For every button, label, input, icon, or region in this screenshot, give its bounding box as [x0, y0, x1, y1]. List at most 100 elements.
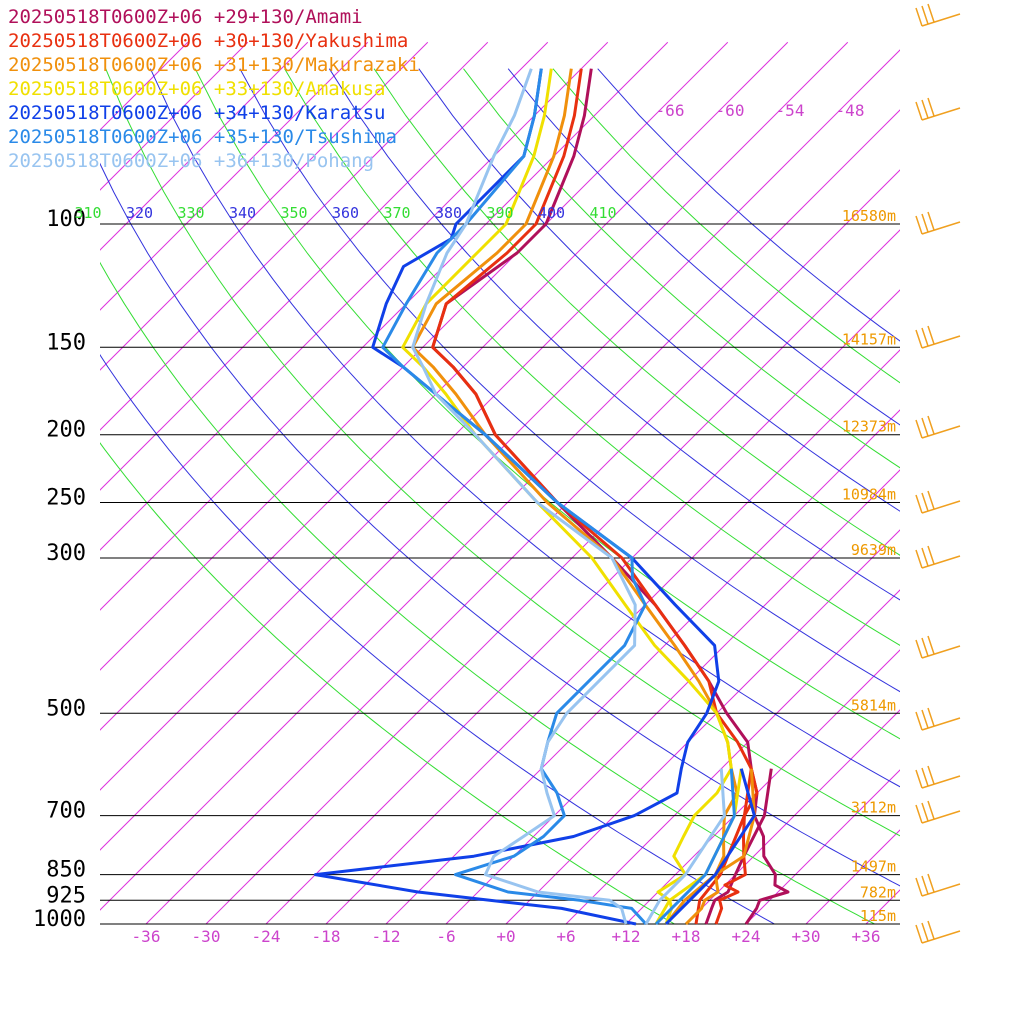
pressure-label: 300	[46, 541, 86, 566]
isotherm-line	[100, 41, 309, 251]
pressure-label: 100	[46, 207, 86, 232]
legend-entry: 20250518T0600Z+06 +29+130/Amami	[8, 6, 363, 28]
temperature-tick-label: -36	[132, 927, 161, 946]
isotherm-line	[445, 469, 900, 924]
adiabat-line	[100, 442, 675, 924]
adiabat-line	[284, 68, 900, 646]
legend-entry: 20250518T0600Z+06 +33+130/Amakusa	[8, 78, 386, 100]
series-temperature-line	[313, 68, 721, 926]
adiabat-line	[463, 68, 900, 469]
isotherm-line	[100, 41, 789, 731]
upper-temperature-label: -48	[836, 101, 865, 120]
wind-barb	[915, 920, 961, 944]
temperature-tick-label: +30	[792, 927, 821, 946]
wind-barb	[915, 211, 961, 235]
height-label: 14157m	[842, 330, 896, 348]
legend-entry: 20250518T0600Z+06 +34+130/Karatsu	[8, 102, 386, 124]
temperature-tick-label: -24	[252, 927, 281, 946]
isotherm-line	[926, 42, 1024, 924]
isotherm-line	[625, 649, 900, 924]
isotherm-line	[100, 41, 489, 431]
series-dewpoint-line	[654, 768, 736, 926]
legend-entry: 20250518T0600Z+06 +31+130/Makurazaki	[8, 54, 420, 76]
isotherm-line	[100, 41, 189, 131]
isotherm-line	[865, 889, 900, 924]
pressure-lines	[100, 223, 900, 925]
pressure-label: 1000	[33, 907, 86, 932]
temperature-tick-label: +24	[732, 927, 761, 946]
isotherm-line	[685, 709, 900, 924]
adiabat-line	[552, 68, 900, 384]
isotherm-line	[100, 41, 429, 371]
isotherm-lines	[100, 41, 1024, 924]
isotherm-line	[205, 229, 900, 924]
adiabat-line	[418, 68, 900, 512]
wind-barb	[915, 3, 961, 27]
height-label: 3112m	[851, 799, 896, 817]
series-dewpoint-line	[664, 768, 756, 926]
theta-label: 410	[589, 204, 616, 222]
isotherm-line	[805, 829, 900, 924]
theta-label: 360	[332, 204, 359, 222]
isotherm-line	[325, 349, 900, 924]
height-label: 1497m	[851, 858, 896, 876]
theta-label: 350	[280, 204, 307, 222]
isotherm-line	[565, 589, 900, 924]
wind-barb	[915, 97, 961, 121]
pressure-label: 700	[46, 799, 86, 824]
wind-barb	[915, 873, 961, 897]
isotherm-line	[745, 769, 900, 924]
wind-barb	[915, 765, 961, 789]
temperature-tick-label: -30	[192, 927, 221, 946]
pressure-label: 150	[46, 330, 86, 355]
theta-label: 310	[74, 204, 101, 222]
legend-entry: 20250518T0600Z+06 +35+130/Tsushima	[8, 126, 397, 148]
height-label: 782m	[860, 883, 896, 901]
wind-barb	[915, 635, 961, 659]
adiabat-line	[100, 162, 900, 887]
theta-label: 380	[435, 204, 462, 222]
legend-entry: 20250518T0600Z+06 +30+130/Yakushima	[8, 30, 409, 52]
wind-barb	[915, 490, 961, 514]
upper-temperature-label: -60	[716, 101, 745, 120]
upper-temperature-label: -66	[656, 101, 685, 120]
theta-label: 400	[538, 204, 565, 222]
wind-barb	[915, 325, 961, 349]
series-dewpoint-line	[694, 768, 753, 925]
legend-entry: 20250518T0600Z+06 +36+130/Pohang	[8, 150, 375, 172]
temperature-tick-label: -18	[312, 927, 341, 946]
temperature-tick-label: -6	[436, 927, 455, 946]
pressure-label: 200	[46, 418, 86, 443]
wind-barb	[915, 415, 961, 439]
theta-label: 390	[486, 204, 513, 222]
temperature-tick-label: +36	[852, 927, 881, 946]
theta-label: 330	[177, 204, 204, 222]
isotherm-line	[265, 289, 900, 924]
height-label: 16580m	[842, 207, 896, 225]
wind-barb	[915, 545, 961, 569]
isotherm-line	[100, 41, 849, 791]
isotherm-line	[100, 49, 900, 851]
theta-label: 340	[229, 204, 256, 222]
series-temperature-line	[401, 68, 733, 925]
height-label: 10984m	[842, 486, 896, 504]
isotherm-line	[100, 41, 549, 491]
height-label: 115m	[860, 907, 896, 925]
series-temperature-line	[431, 68, 759, 925]
temperature-tick-label: +0	[496, 927, 515, 946]
theta-label: 320	[126, 204, 153, 222]
adiabat-lines	[100, 68, 900, 924]
series-dewpoint-line	[644, 768, 726, 925]
adiabat-line	[373, 68, 900, 556]
temperature-tick-label: +6	[556, 927, 575, 946]
isotherm-line	[100, 41, 729, 671]
isotherm-line	[986, 42, 1024, 924]
adiabat-line	[105, 68, 900, 837]
pressure-label: 925	[46, 883, 86, 908]
adiabat-line	[100, 261, 875, 924]
isotherm-line	[100, 41, 249, 191]
adiabat-line	[239, 68, 900, 693]
temperature-tick-label: +12	[612, 927, 641, 946]
isotherm-line	[100, 41, 609, 551]
adiabat-line	[328, 68, 900, 601]
